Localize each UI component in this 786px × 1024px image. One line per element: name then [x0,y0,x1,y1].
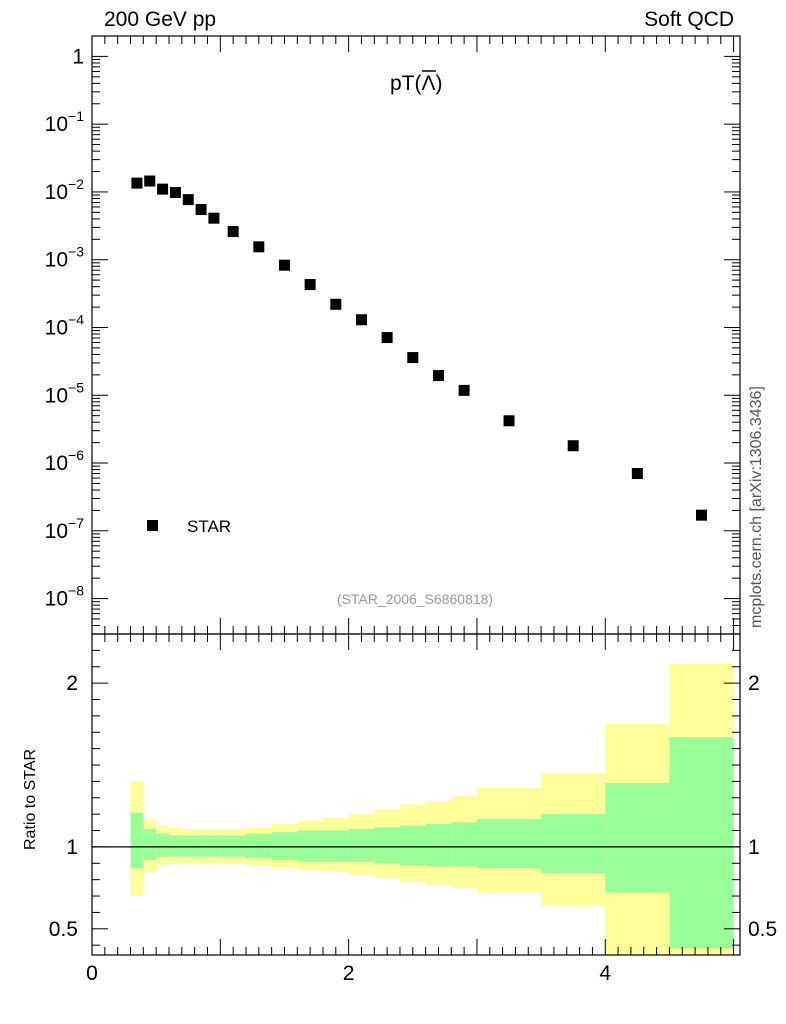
main-y-ticks [92,35,740,635]
y-tick-label: 10−2 [45,176,85,204]
ratio-y-tick-label-left: 1 [66,836,78,859]
data-point [407,352,419,364]
data-point [458,384,470,396]
ratio-band-bin [399,825,426,865]
ratio-band-bin [130,812,144,869]
legend-marker [147,520,158,531]
ratio-band-bin [669,737,734,949]
ratio-band-bin [245,833,272,859]
y-tick-label: 1 [72,45,84,68]
data-point [567,440,579,452]
ratio-band-green [130,737,734,949]
y-tick-label: 10−5 [45,379,85,407]
data-point [381,332,393,344]
x-tick-label: 2 [343,962,355,985]
ratio-plot-frame [91,633,741,956]
ratio-band-bin [374,827,400,864]
ratio-y-tick-label-right: 2 [748,672,760,695]
y-tick-label: 10−7 [45,515,85,543]
header-right-label: Soft QCD [644,8,734,31]
data-point [278,259,290,271]
data-point [144,175,156,187]
ratio-band-bin [181,835,195,857]
data-point [304,279,316,291]
y-tick-label: 10−4 [45,311,85,339]
ratio-band-bin [605,783,670,893]
data-point [432,370,444,382]
x-tick-label: 0 [86,962,98,985]
ratio-band-bin [297,830,323,862]
ratio-y-tick-label-right: 1 [748,836,760,859]
ratio-band-bin [541,814,606,874]
ratio-y-tick-label-left: 0.5 [49,918,78,941]
ratio-band-bin [207,835,221,857]
y-tick-label: 10−3 [45,244,85,272]
legend-label: STAR [187,517,231,536]
lambda-bar-symbol: Λ [422,72,436,95]
data-point [195,204,207,216]
y-tick-label: 10−6 [45,447,85,475]
data-point [355,314,367,326]
data-point [182,194,194,206]
data-point [169,187,181,199]
ratio-band-bin [451,822,477,867]
x-tick-label: 4 [599,962,611,985]
data-point [131,177,143,189]
ratio-y-tick-label-left: 2 [66,672,78,695]
ratio-band-bin [322,830,349,862]
ratio-band-bin [348,828,375,862]
data-point [253,241,265,253]
header-left-label: 200 GeV pp [104,8,217,31]
ratio-band-bin [168,835,182,857]
ratio-y-tick-label-right: 0.5 [748,918,777,941]
data-point [696,509,708,521]
y-tick-label: 10−1 [45,108,85,136]
main-plot-frame [91,35,741,635]
ratio-y-ticks [92,649,740,946]
ratio-band-bin [476,819,542,869]
plot-title: pT(Λ) [390,72,443,95]
star-data-points [131,175,708,521]
ratio-band-bin [220,835,246,857]
ratio-band-bin [156,833,169,857]
y-tick-label: 10−8 [45,583,85,611]
data-point [503,415,515,427]
analysis-reference: (STAR_2006_S6860818) [337,591,493,607]
ratio-band-bin [194,835,208,857]
ratio-band-bin [271,832,298,861]
data-point [227,226,239,238]
data-point [157,183,169,195]
data-point [631,468,643,480]
ratio-band-bin [425,823,452,867]
x-ticks [91,36,735,955]
ratio-band-bin [143,828,157,861]
data-point [330,298,342,310]
data-point [208,212,220,224]
